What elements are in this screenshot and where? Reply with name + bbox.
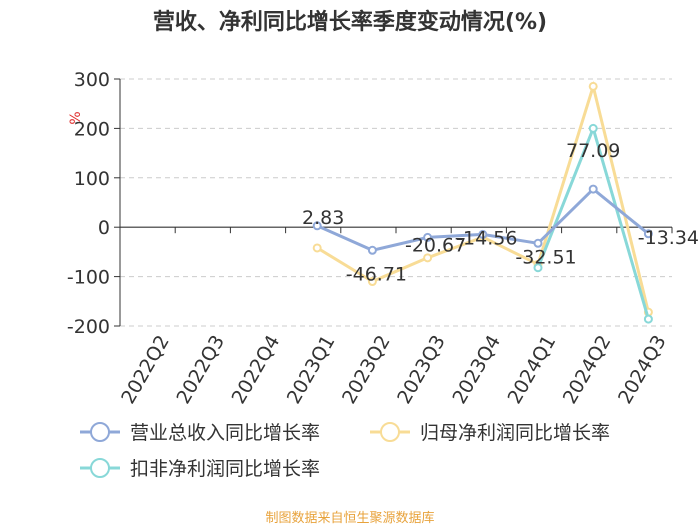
- y-tick-label: 300: [74, 69, 110, 91]
- data-label: 2.83: [302, 207, 344, 229]
- x-tick-label: 2024Q1: [504, 332, 561, 408]
- data-label: -13.34: [638, 227, 699, 249]
- legend-item-1[interactable]: 归母净利润同比增长率: [370, 422, 610, 444]
- data-point[interactable]: [643, 229, 653, 239]
- data-point[interactable]: [643, 314, 653, 324]
- data-label: 77.09: [566, 140, 620, 162]
- legend-label: 营业总收入同比增长率: [130, 422, 320, 444]
- legend-swatch-marker: [90, 422, 110, 442]
- y-tick-label: 100: [74, 168, 110, 190]
- data-point[interactable]: [312, 221, 322, 231]
- series-lines: [312, 80, 653, 324]
- x-tick-label: 2024Q2: [559, 332, 616, 408]
- legend-label: 扣非净利润同比增长率: [130, 458, 320, 480]
- data-labels: 2.83 -46.71 -20.67-14.56-32.51 77.09 -13.34: [302, 140, 699, 285]
- data-label: -14.56: [456, 227, 517, 249]
- data-label: -46.71: [346, 263, 407, 285]
- data-point[interactable]: [533, 238, 543, 248]
- y-tick-label: -200: [67, 316, 110, 338]
- data-point[interactable]: [312, 243, 322, 253]
- data-point[interactable]: [367, 245, 377, 255]
- x-tick-label: 2023Q1: [283, 332, 340, 408]
- axes: 3002001000-100-200%2022Q22022Q32022Q4202…: [67, 69, 673, 408]
- x-tick-label: 2022Q2: [117, 332, 174, 408]
- legend-item-2[interactable]: 扣非净利润同比增长率: [80, 458, 320, 480]
- x-tick-label: 2023Q2: [338, 332, 395, 408]
- y-tick-label: 0: [98, 217, 110, 239]
- source-note: 制图数据来自恒生聚源数据库: [265, 511, 435, 526]
- x-tick-label: 2022Q4: [228, 332, 285, 408]
- y-tick-label: -100: [67, 267, 110, 289]
- legend-swatch-marker: [90, 458, 110, 478]
- data-point[interactable]: [423, 232, 433, 242]
- data-point[interactable]: [367, 277, 377, 287]
- data-point[interactable]: [588, 123, 598, 133]
- data-label: -32.51: [515, 246, 576, 268]
- data-point[interactable]: [533, 263, 543, 273]
- x-tick-label: 2022Q3: [172, 332, 229, 408]
- data-point[interactable]: [423, 253, 433, 263]
- data-point[interactable]: [588, 184, 598, 194]
- data-label: -20.67: [405, 234, 466, 256]
- y-axis-unit: %: [68, 111, 84, 124]
- grid-lines: [120, 78, 672, 327]
- y-tick-label: 200: [74, 118, 110, 140]
- legend-label: 归母净利润同比增长率: [420, 422, 610, 444]
- legend-swatch-marker: [380, 422, 400, 442]
- x-tick-label: 2024Q3: [614, 332, 671, 408]
- legend-item-0[interactable]: 营业总收入同比增长率: [80, 422, 320, 444]
- chart-title: 营收、净利同比增长率季度变动情况(%): [152, 10, 548, 35]
- x-tick-label: 2023Q3: [393, 332, 450, 408]
- x-tick-label: 2023Q4: [448, 332, 505, 408]
- data-point[interactable]: [588, 81, 598, 91]
- data-point[interactable]: [478, 229, 488, 239]
